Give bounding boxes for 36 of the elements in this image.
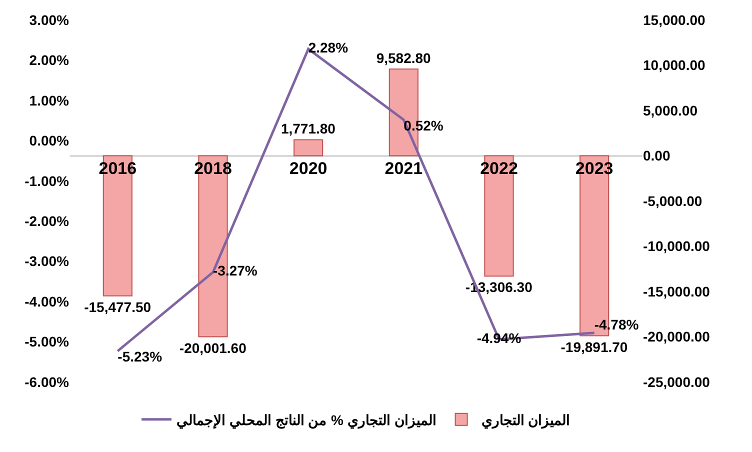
y-tick-label: -4.00% [24, 293, 70, 310]
y-tick-label: 0.00% [29, 132, 70, 149]
y-tick-label: -5.00% [24, 334, 70, 350]
y-tick-label: 2.00% [29, 52, 70, 68]
y2-tick-label: 15,000.00 [643, 12, 706, 28]
y2-tick-label: 10,000.00 [643, 57, 706, 74]
x-tick-label: 2022 [480, 158, 518, 178]
data-label: -19,891.70 [560, 338, 628, 355]
data-label: 9,582.80 [376, 50, 432, 66]
x-tick-label: 2018 [194, 158, 232, 178]
data-label: -5.23% [118, 348, 163, 365]
y-tick-label: -1.00% [24, 172, 70, 189]
data-label: 1,771.80 [280, 120, 336, 137]
y-tick-label: 3.00% [29, 12, 70, 28]
y2-tick-label: -25,000.00 [643, 374, 710, 390]
data-label: -20,001.60 [179, 340, 247, 356]
y2-tick-label: -5,000.00 [643, 192, 702, 209]
y-tick-label: -2.00% [24, 213, 70, 230]
y-tick-label: 1.00% [29, 92, 70, 108]
bar [294, 139, 324, 156]
data-label: -4.94% [476, 330, 522, 346]
y-tick-label: -3.00% [24, 253, 70, 270]
x-tick-label: 2023 [575, 158, 614, 178]
y2-tick-label: -10,000.00 [643, 238, 710, 254]
data-label: 2.28% [308, 39, 349, 56]
legend-label: الميزان التجاري [481, 412, 570, 429]
y2-tick-label: -20,000.00 [643, 328, 710, 345]
x-tick-label: 2021 [384, 158, 423, 178]
x-tick-label: 2016 [98, 158, 137, 178]
data-label: -15,477.50 [84, 298, 152, 315]
legend-label: الميزان التجاري % من الناتج المحلي الإجمالي [176, 412, 436, 430]
x-tick-label: 2020 [289, 158, 328, 178]
y2-tick-label: 5,000.00 [643, 102, 698, 118]
y2-tick-label: -15,000.00 [643, 283, 710, 300]
y-tick-label: -6.00% [24, 374, 70, 390]
y2-tick-label: 0.00 [643, 148, 670, 164]
